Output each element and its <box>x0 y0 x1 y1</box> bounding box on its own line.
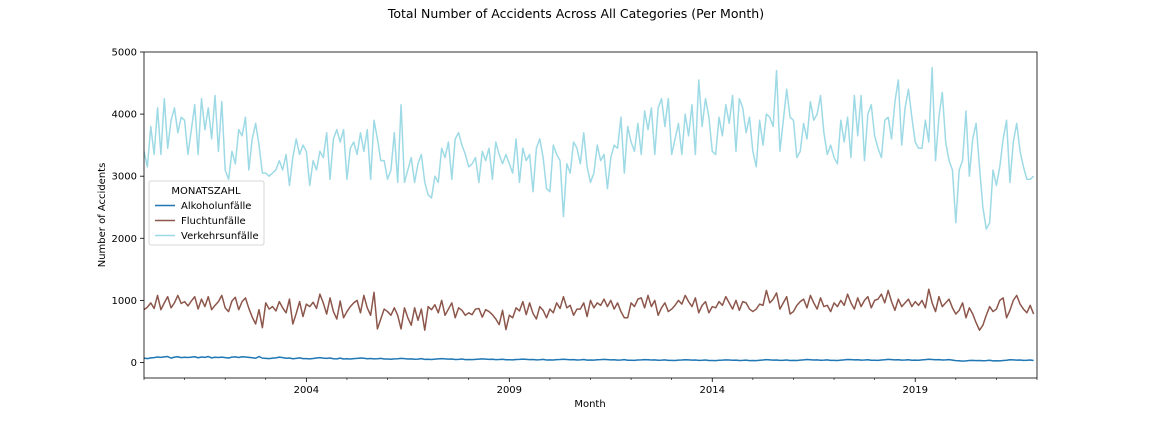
plot-frame <box>143 51 1038 379</box>
legend-entries: Alkoholunfälle Fluchtunfälle Verkehrsunfäl… <box>155 201 259 242</box>
x-tick-label: 2009 <box>497 385 522 396</box>
series-line-Alkoholunfälle <box>143 355 1034 362</box>
chart-title: Total Number of Accidents Across All Cat… <box>387 6 764 21</box>
legend-box <box>148 180 265 246</box>
legend-label: Alkoholunfälle <box>181 201 251 212</box>
legend-label: Fluchtunfälle <box>181 216 246 227</box>
legend-label: Verkehrsunfälle <box>181 231 259 242</box>
legend: MONATSZAHL Alkoholunfälle Fluchtunfälle Ve… <box>148 180 265 246</box>
x-tick-label: 2004 <box>294 385 319 396</box>
y-tick-label: 1000 <box>112 296 137 307</box>
y-axis-label: Number of Accidents <box>97 163 108 268</box>
series-layer <box>143 66 1035 362</box>
y-tick-label: 5000 <box>112 48 137 59</box>
y-tick-label: 4000 <box>112 110 137 121</box>
legend-title: MONATSZAHL <box>171 186 241 197</box>
y-tick-label: 3000 <box>112 172 137 183</box>
y-tick-label: 2000 <box>112 234 137 245</box>
x-axis: 2004 2009 2014 2019 <box>143 378 1038 396</box>
x-tick-label: 2019 <box>903 385 928 396</box>
x-axis-label: Month <box>574 399 605 410</box>
series-line-Fluchtunfälle <box>143 288 1035 331</box>
series-line-Verkehrsunfälle <box>143 66 1035 230</box>
y-axis: 0 1000 2000 3000 4000 5000 <box>112 48 144 369</box>
y-tick-label: 0 <box>131 358 137 369</box>
x-tick-label: 2014 <box>700 385 725 396</box>
